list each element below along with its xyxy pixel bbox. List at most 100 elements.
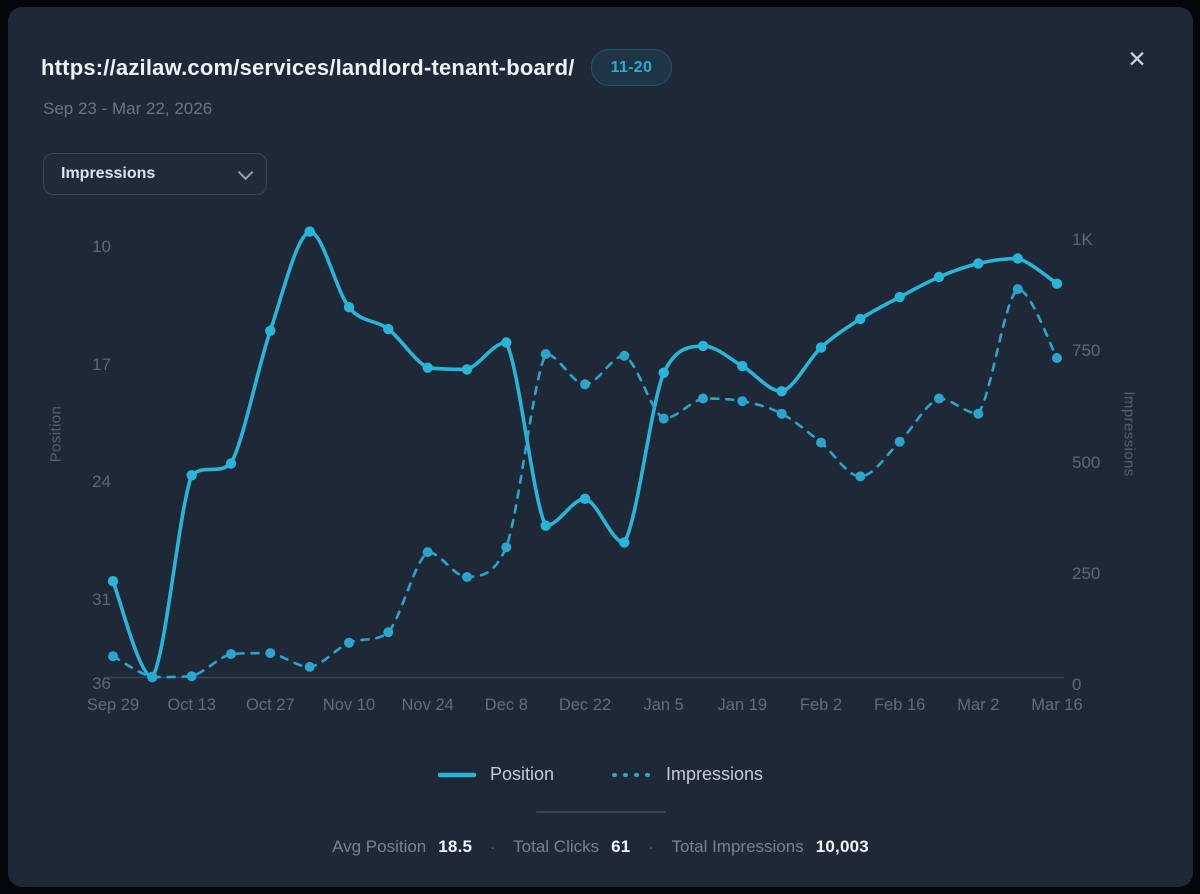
- page-title-url: https://azilaw.com/services/landlord-ten…: [41, 54, 575, 80]
- x-tick-label: Feb 2: [799, 696, 843, 714]
- impressions-point[interactable]: [1012, 284, 1023, 295]
- impressions-point[interactable]: [855, 471, 866, 482]
- close-icon: ✕: [1127, 45, 1147, 72]
- position-point[interactable]: [225, 458, 237, 469]
- metric-dropdown-value: Impressions: [61, 165, 156, 182]
- legend-swatch-solid: [437, 772, 476, 777]
- x-tick-label: Jan 5: [643, 696, 684, 714]
- position-point[interactable]: [304, 226, 315, 237]
- impressions-point[interactable]: [304, 661, 315, 672]
- position-point[interactable]: [107, 576, 119, 587]
- metric-dropdown[interactable]: Impressions: [43, 153, 267, 195]
- ranking-range-badge: 11-20: [590, 49, 673, 86]
- right-axis-title: Impressions: [1120, 391, 1138, 477]
- impressions-point[interactable]: [383, 627, 394, 638]
- stat-separator: ·: [648, 838, 654, 856]
- impressions-point[interactable]: [226, 649, 236, 659]
- impressions-point[interactable]: [580, 379, 590, 390]
- right-tick-label: 1K: [1072, 230, 1093, 249]
- position-point[interactable]: [461, 364, 473, 375]
- position-point[interactable]: [737, 360, 748, 372]
- position-point[interactable]: [776, 386, 787, 397]
- stat-total-impressions: Total Impressions 10,003: [671, 837, 868, 857]
- impressions-point[interactable]: [816, 437, 826, 448]
- legend-label: Impressions: [666, 764, 764, 784]
- position-point[interactable]: [933, 271, 945, 283]
- impressions-point[interactable]: [894, 436, 905, 447]
- stat-label: Total Impressions: [671, 837, 804, 856]
- position-point[interactable]: [422, 362, 433, 373]
- impressions-point[interactable]: [1052, 353, 1062, 363]
- date-range: Sep 23 - Mar 22, 2026: [43, 99, 213, 118]
- impressions-point[interactable]: [658, 413, 669, 424]
- x-tick-label: Mar 2: [957, 696, 1000, 714]
- right-tick-label: 750: [1072, 341, 1101, 361]
- position-point[interactable]: [265, 325, 276, 336]
- position-point[interactable]: [658, 367, 669, 378]
- stat-separator: ·: [490, 838, 496, 856]
- impressions-point[interactable]: [501, 542, 512, 553]
- impressions-point[interactable]: [934, 393, 944, 404]
- impressions-point[interactable]: [147, 672, 158, 683]
- left-tick-label: 24: [92, 472, 111, 492]
- impressions-point[interactable]: [737, 396, 748, 407]
- stat-avg-position: Avg Position 18.5: [332, 837, 472, 857]
- impressions-point[interactable]: [462, 572, 472, 582]
- impressions-point[interactable]: [540, 349, 551, 359]
- x-tick-label: Dec 8: [484, 696, 528, 714]
- x-tick-label: Oct 27: [246, 696, 295, 714]
- position-point[interactable]: [894, 291, 905, 303]
- modal-header: https://azilaw.com/services/landlord-ten…: [41, 49, 673, 86]
- impressions-point[interactable]: [108, 651, 118, 662]
- x-tick-label: Nov 24: [401, 696, 454, 714]
- x-tick-label: Jan 19: [717, 696, 768, 714]
- position-point[interactable]: [343, 302, 355, 313]
- position-point[interactable]: [1012, 253, 1023, 264]
- legend-item-impressions[interactable]: Impressions: [612, 764, 763, 785]
- stat-value: 10,003: [815, 837, 869, 856]
- legend-swatch-dashed: [612, 772, 652, 777]
- impressions-point[interactable]: [619, 350, 630, 361]
- x-tick-label: Nov 10: [322, 696, 376, 714]
- impressions-point[interactable]: [698, 393, 708, 404]
- impressions-point[interactable]: [973, 408, 984, 419]
- position-point[interactable]: [619, 537, 630, 548]
- stat-value: 18.5: [438, 837, 473, 856]
- impressions-point[interactable]: [776, 408, 787, 419]
- x-tick-label: Dec 22: [558, 696, 612, 714]
- impressions-point[interactable]: [422, 547, 433, 558]
- impressions-point[interactable]: [344, 637, 354, 648]
- close-button[interactable]: ✕: [1121, 43, 1153, 75]
- stats-bar: Avg Position 18.5 · Total Clicks 61 · To…: [8, 837, 1193, 857]
- right-tick-label: 0: [1072, 675, 1082, 694]
- left-tick-label: 31: [92, 589, 111, 609]
- impressions-point[interactable]: [186, 671, 197, 682]
- position-point[interactable]: [815, 342, 827, 353]
- stat-label: Avg Position: [332, 837, 427, 856]
- chart-legend: Position Impressions: [8, 764, 1193, 785]
- position-point[interactable]: [579, 493, 591, 504]
- left-tick-label: 36: [92, 674, 111, 693]
- position-point[interactable]: [501, 337, 512, 348]
- impressions-point[interactable]: [265, 648, 276, 659]
- position-point[interactable]: [383, 323, 394, 335]
- legend-label: Position: [489, 764, 554, 784]
- url-details-modal: https://azilaw.com/services/landlord-ten…: [8, 7, 1193, 887]
- position-point[interactable]: [973, 258, 984, 269]
- x-tick-label: Mar 16: [1031, 696, 1083, 714]
- stat-value: 61: [611, 837, 631, 856]
- x-tick-label: Feb 16: [873, 696, 926, 714]
- legend-item-position[interactable]: Position: [437, 764, 554, 785]
- position-point[interactable]: [540, 520, 551, 531]
- right-tick-label: 500: [1072, 452, 1101, 472]
- x-tick-label: Oct 13: [167, 696, 216, 714]
- position-point[interactable]: [855, 313, 866, 325]
- stat-label: Total Clicks: [513, 837, 600, 856]
- position-point[interactable]: [186, 470, 197, 481]
- left-tick-label: 17: [92, 354, 111, 374]
- right-tick-label: 250: [1072, 563, 1101, 583]
- section-divider: [536, 811, 666, 813]
- position-point[interactable]: [1051, 278, 1063, 289]
- left-axis-title: Position: [47, 405, 65, 463]
- position-point[interactable]: [697, 340, 709, 352]
